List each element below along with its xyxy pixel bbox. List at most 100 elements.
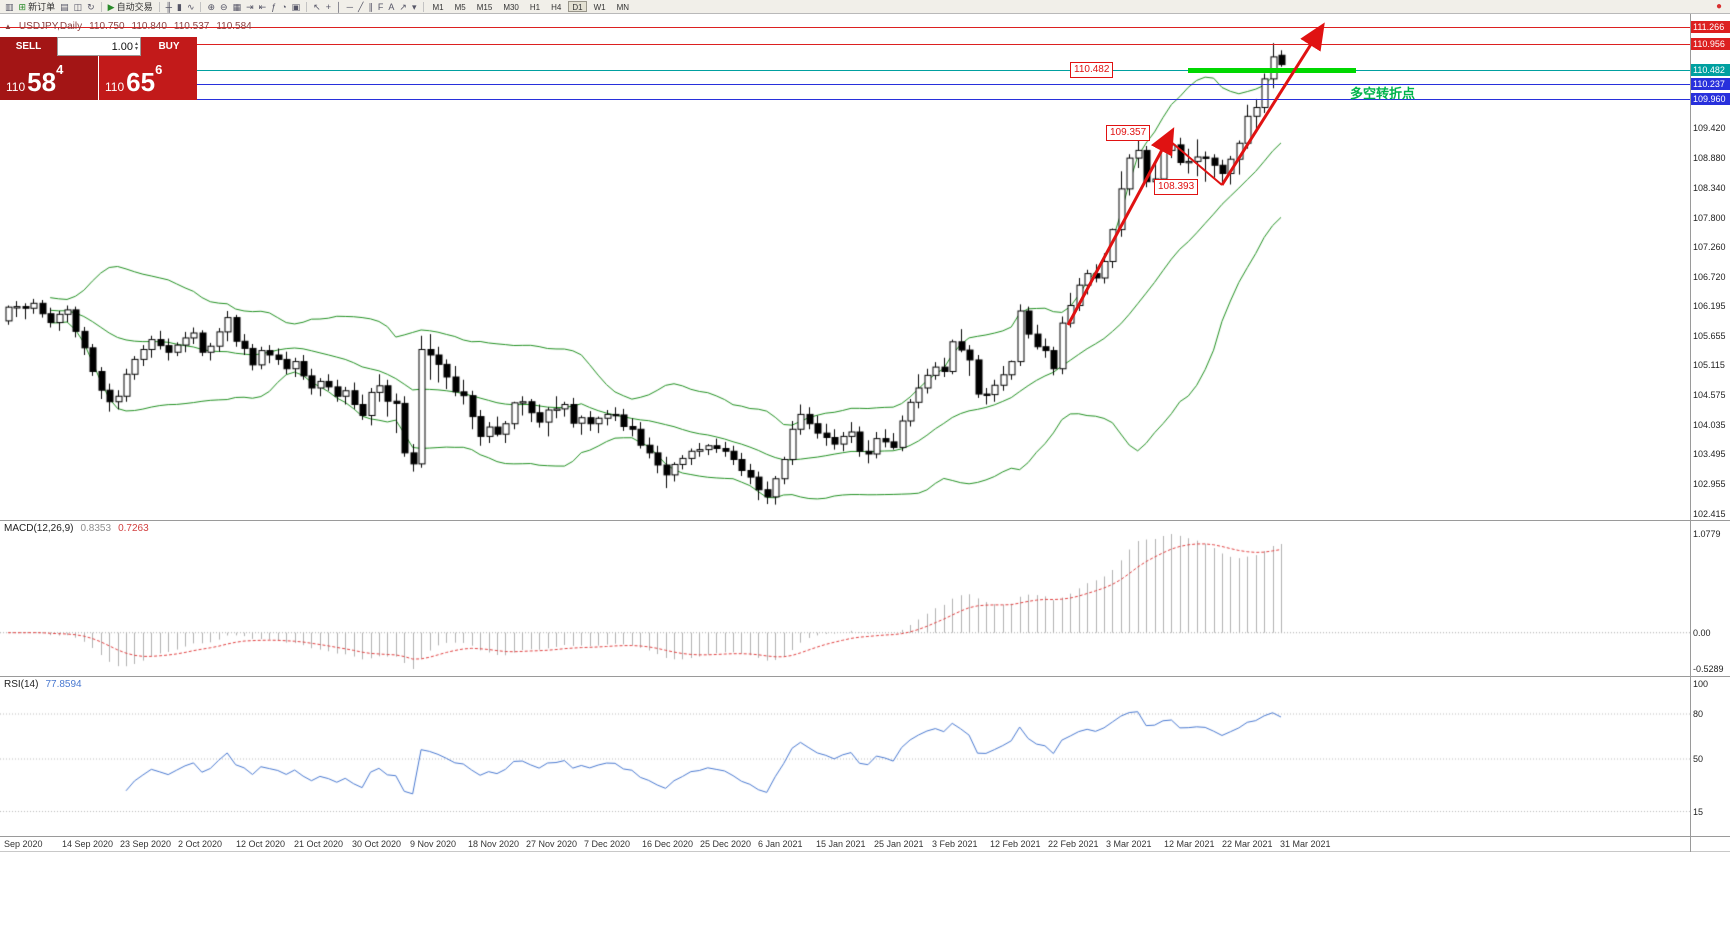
price-annotation-108393[interactable]: 108.393 [1154, 179, 1199, 195]
timeframe-m30[interactable]: M30 [503, 3, 519, 12]
date-axis-label[interactable]: 12 Feb 2021 [990, 839, 1041, 849]
auto-trading-button[interactable]: ▶ 自动交易 [106, 1, 155, 13]
macd-axis-label: 1.0779 [1693, 529, 1721, 539]
price-chart-canvas[interactable] [0, 0, 1690, 851]
new-chart-icon-glyph: ▥ [5, 1, 14, 12]
one-click-trading-panel: SELL 1.00 ▴ ▾ BUY 110 58 4 110 65 6 [0, 37, 197, 100]
vertical-line-icon[interactable]: │ [334, 1, 344, 13]
grid-icon[interactable]: ▦ [231, 1, 244, 13]
timeframe-h4[interactable]: H4 [551, 3, 562, 12]
zoom-out-icon[interactable]: ⊖ [218, 1, 230, 13]
date-axis-label[interactable]: 12 Oct 2020 [236, 839, 286, 849]
new-order-button[interactable]: ⊞ 新订单 [17, 1, 58, 13]
price-axis-tick: 104.035 [1693, 419, 1726, 430]
auto-trading-button-label: 自动交易 [116, 2, 153, 12]
date-axis-label[interactable]: Sep 2020 [4, 839, 43, 849]
date-axis-label[interactable]: 22 Mar 2021 [1222, 839, 1273, 849]
buy-button[interactable]: BUY [141, 37, 197, 56]
price-level-line[interactable] [0, 83, 1690, 85]
date-axis-label[interactable]: 6 Jan 2021 [758, 839, 803, 849]
periods-icon[interactable]: ◔ [279, 1, 288, 13]
text-tool-icon[interactable]: A [386, 1, 396, 13]
support-highlight-bar[interactable] [1188, 68, 1356, 73]
shapes-dropdown-icon[interactable]: ▾ [410, 1, 419, 13]
price-level-line[interactable] [0, 98, 1690, 100]
bar-chart-icon[interactable]: ╫ [164, 1, 174, 13]
fibonacci-icon[interactable]: F [376, 1, 386, 13]
zoom-in-icon[interactable]: ⊕ [205, 1, 217, 13]
line-chart-icon[interactable]: ∿ [185, 1, 197, 13]
timeframe-h1[interactable]: H1 [529, 3, 541, 12]
price-annotation-109357[interactable]: 109.357 [1106, 125, 1151, 141]
buy-price-button[interactable]: 110 65 6 [99, 56, 197, 100]
toolbar: ▥ ⊞ 新订单 ▤ ◫ ↻ ▶ 自动交易 ╫ ▮ ∿ ⊕ ⊖ ▦ ⇥ ⇤ ƒ ◔ ▣ ↖ + │ ─ ╱ ∥ F A ↗ ▾ M1 M5 M1… [0, 0, 1730, 14]
shapes-dropdown-icon-glyph: ▾ [411, 1, 417, 12]
toolbar-separator [422, 1, 424, 12]
arrow-tool-icon[interactable]: ↗ [397, 1, 409, 13]
auto-scroll-icon[interactable]: ⇥ [244, 1, 256, 13]
templates-icon[interactable]: ▣ [290, 1, 303, 13]
price-axis-tick: 103.495 [1693, 449, 1726, 460]
chart-ohlc-info: ▲ USDJPY,Daily 110.750 110.840 110.537 1… [4, 21, 252, 33]
price-annotation-110482[interactable]: 110.482 [1070, 62, 1114, 78]
sell-price-base: 110 [6, 80, 26, 94]
timeframe-m1[interactable]: M1 [432, 3, 444, 12]
turning-point-note: 多空转折点 [1350, 86, 1416, 101]
trendline-icon[interactable]: ╱ [356, 1, 365, 13]
date-axis-label[interactable]: 12 Mar 2021 [1164, 839, 1215, 849]
price-level-line[interactable] [0, 70, 1690, 71]
rsi-axis-label: 100 [1693, 679, 1709, 689]
date-axis-label[interactable]: 30 Oct 2020 [352, 839, 402, 849]
timeframe-mn[interactable]: MN [616, 3, 630, 12]
profiles-icon[interactable]: ▤ [58, 1, 71, 13]
date-axis-label[interactable]: 18 Nov 2020 [468, 839, 520, 849]
sell-price-button[interactable]: 110 58 4 [0, 56, 98, 100]
date-axis-label[interactable]: 16 Dec 2020 [642, 839, 694, 849]
date-axis-label[interactable]: 25 Jan 2021 [874, 839, 924, 849]
timeframe-m5[interactable]: M5 [454, 3, 466, 12]
sell-button[interactable]: SELL [0, 37, 57, 56]
date-axis-label[interactable]: 3 Feb 2021 [932, 839, 978, 849]
timeframe-m15[interactable]: M15 [476, 3, 493, 12]
date-axis-label[interactable]: 31 Mar 2021 [1280, 839, 1331, 849]
volume-field[interactable]: 1.00 ▴ ▾ [57, 37, 141, 56]
date-axis-label[interactable]: 27 Nov 2020 [526, 839, 578, 849]
window-layout-icon[interactable]: ◫ [72, 1, 85, 13]
date-axis-label[interactable]: 22 Feb 2021 [1048, 839, 1099, 849]
crosshair-icon[interactable]: + [324, 1, 333, 13]
indicators-icon-glyph: ƒ [271, 1, 277, 12]
panel-separator[interactable] [0, 676, 1730, 677]
auto-trading-button-glyph: ▶ [107, 1, 115, 12]
close-value: 110.584 [216, 21, 252, 32]
price-level-line[interactable] [0, 43, 1690, 45]
date-axis-label[interactable]: 23 Sep 2020 [120, 839, 172, 849]
indicators-icon[interactable]: ƒ [269, 1, 278, 13]
panel-separator[interactable] [0, 520, 1730, 521]
new-chart-icon[interactable]: ▥ [3, 1, 16, 13]
horizontal-line-icon-glyph: ─ [346, 1, 353, 12]
horizontal-line-icon[interactable]: ─ [345, 1, 355, 13]
date-axis-label[interactable]: 2 Oct 2020 [178, 839, 223, 849]
candlestick-chart-icon[interactable]: ▮ [175, 1, 184, 13]
date-axis-label[interactable]: 15 Jan 2021 [816, 839, 866, 849]
price-axis-tick: 107.800 [1693, 212, 1726, 223]
channel-icon[interactable]: ∥ [366, 1, 375, 13]
volume-up-icon[interactable]: ▴ [134, 40, 138, 47]
date-axis-label[interactable]: 7 Dec 2020 [584, 839, 631, 849]
connection-alert-icon[interactable]: ● [1715, 0, 1722, 12]
cursor-icon[interactable]: ↖ [311, 1, 323, 13]
date-axis-label[interactable]: 14 Sep 2020 [62, 839, 114, 849]
date-axis-label[interactable]: 21 Oct 2020 [294, 839, 344, 849]
volume-down-icon[interactable]: ▾ [134, 45, 138, 52]
timeframe-d1[interactable]: D1 [568, 1, 587, 12]
price-level-line[interactable] [0, 26, 1690, 28]
timeframe-w1[interactable]: W1 [593, 3, 606, 12]
refresh-icon[interactable]: ↻ [85, 1, 97, 13]
date-axis-label[interactable]: 3 Mar 2021 [1106, 839, 1152, 849]
date-axis-label[interactable]: 25 Dec 2020 [700, 839, 752, 849]
rsi-axis-label: 50 [1693, 754, 1704, 764]
chart-shift-icon[interactable]: ⇤ [257, 1, 269, 13]
price-axis-tick: 108.340 [1693, 182, 1726, 193]
macd-axis-label: 0.00 [1693, 627, 1711, 638]
date-axis-label[interactable]: 9 Nov 2020 [410, 839, 457, 849]
